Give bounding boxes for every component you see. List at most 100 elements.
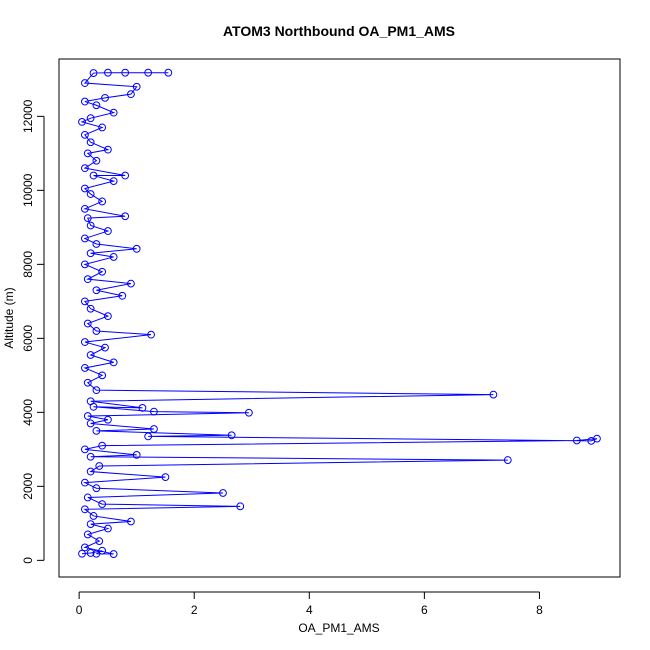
x-tick-label: 8 [536, 603, 543, 617]
y-tick-label: 6000 [21, 325, 35, 352]
data-point [86, 419, 95, 428]
data-point [127, 517, 135, 526]
data-point [80, 338, 89, 346]
data-point [86, 397, 95, 406]
data-point [86, 351, 95, 359]
data-point [132, 244, 141, 253]
data-point [92, 156, 101, 165]
y-axis-label: Altitude (m) [2, 287, 16, 348]
data-point [80, 478, 89, 487]
y-tick-label: 12000 [21, 99, 35, 133]
data-point [164, 68, 173, 77]
data-point [83, 412, 92, 420]
data-point [80, 184, 89, 193]
plot-frame [58, 58, 621, 578]
data-point [86, 114, 95, 123]
data-point [236, 502, 245, 511]
data-point [80, 297, 89, 306]
data-point [86, 304, 95, 313]
data-point [127, 90, 135, 99]
x-axis-label: OA_PM1_AMS [298, 621, 379, 635]
data-point [98, 500, 107, 509]
data-point [101, 343, 109, 352]
data-point [86, 221, 95, 230]
data-point [89, 171, 98, 180]
data-point [121, 171, 130, 180]
y-tick-label: 4000 [21, 399, 35, 426]
data-point [227, 431, 236, 440]
data-point [92, 327, 101, 335]
x-tick-label: 2 [191, 603, 198, 617]
data-point [127, 279, 135, 288]
data-point [144, 432, 153, 441]
data-point [503, 456, 512, 464]
data-point [104, 227, 112, 235]
data-point [219, 489, 227, 497]
data-point [95, 462, 104, 470]
y-tick-label: 10000 [21, 173, 35, 207]
data-point [86, 138, 95, 147]
data-point [83, 214, 92, 223]
data-point [80, 97, 89, 106]
data-point [98, 267, 107, 276]
data-point [86, 249, 95, 258]
data-point [132, 82, 141, 91]
data-point [89, 512, 98, 520]
data-point [150, 425, 158, 433]
series-line [80, 72, 598, 555]
data-point [95, 537, 104, 546]
data-point [98, 197, 107, 206]
data-point [80, 505, 89, 514]
data-point [144, 68, 153, 77]
data-point [92, 240, 101, 248]
data-point [80, 164, 89, 173]
data-point [80, 543, 89, 552]
data-point [121, 212, 130, 221]
data-point [80, 234, 89, 243]
data-point [572, 436, 581, 445]
chart-title: ATOM3 Northbound OA_PM1_AMS [223, 23, 455, 39]
data-point [89, 69, 98, 77]
data-point [92, 101, 101, 110]
data-point [109, 358, 118, 367]
data-point [92, 484, 101, 493]
y-tick-label: 2000 [21, 473, 35, 500]
data-point [78, 549, 86, 558]
data-point [83, 319, 92, 328]
data-point [83, 149, 92, 158]
data-point [138, 404, 147, 412]
data-point [80, 130, 89, 139]
data-point [80, 79, 89, 87]
data-point [80, 204, 89, 213]
data-point [587, 436, 596, 445]
y-tick-label: 0 [21, 557, 35, 564]
series-points [78, 68, 601, 558]
data-point [92, 286, 101, 295]
x-tick-label: 6 [421, 603, 428, 617]
data-point [109, 550, 118, 558]
data-point [86, 467, 95, 476]
data-point [244, 408, 253, 417]
series-line-0 [80, 72, 598, 555]
data-point [80, 364, 89, 372]
x-axis: 0 2 4 6 8 [76, 591, 543, 617]
data-point [118, 291, 127, 300]
data-point [104, 415, 112, 424]
data-point [109, 177, 118, 186]
y-axis: 0 2000 4000 6000 8000 10000 12000 [21, 99, 45, 564]
data-point [86, 520, 95, 528]
data-point [98, 371, 107, 380]
data-point [489, 390, 498, 399]
data-point [92, 549, 101, 558]
data-point [86, 452, 95, 461]
data-point [80, 445, 89, 454]
data-point [104, 68, 112, 77]
data-point [92, 426, 101, 435]
data-point [78, 118, 86, 126]
data-point [98, 123, 107, 132]
data-point [83, 493, 92, 502]
data-point [121, 68, 130, 77]
x-tick-label: 4 [306, 603, 313, 617]
data-point [147, 330, 155, 339]
